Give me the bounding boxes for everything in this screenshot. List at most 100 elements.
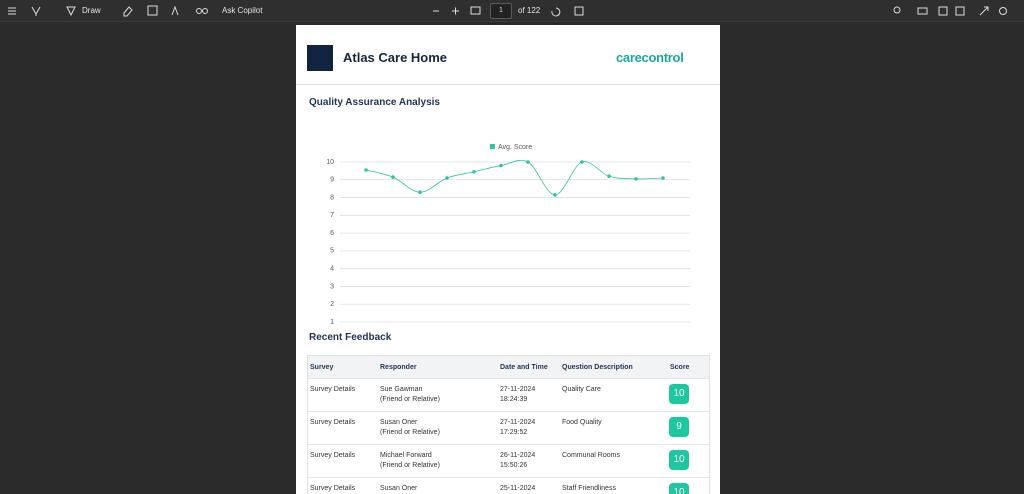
save-icon[interactable] — [938, 6, 948, 16]
brand-logo: carecontrol — [616, 50, 684, 65]
text-icon[interactable] — [147, 5, 158, 16]
responder: Susan Oner (Friend or Relative) — [380, 418, 440, 438]
survey-link[interactable]: Survey Details — [310, 419, 356, 426]
y-tick-label: 3 — [330, 283, 334, 290]
data-point — [472, 169, 476, 174]
y-tick-label: 7 — [330, 212, 334, 219]
legend-swatch — [490, 144, 495, 149]
home-logo — [307, 45, 333, 71]
responder: Michael Forward (Friend or Relative) — [380, 451, 440, 471]
data-point — [445, 176, 449, 180]
draw-icon[interactable] — [66, 6, 76, 17]
responder-name: Michael Forward — [380, 452, 432, 459]
read-aloud-icon[interactable] — [171, 5, 179, 16]
date: 25-11-2024 — [500, 485, 536, 492]
date: 26-11-2024 — [500, 452, 536, 459]
y-tick-label: 10 — [326, 159, 334, 166]
survey-link[interactable]: Survey Details — [310, 386, 356, 393]
rotate-icon[interactable] — [551, 7, 561, 17]
responder-role: (Friend or Relative) — [380, 429, 440, 436]
y-tick-label: 4 — [330, 266, 334, 273]
table-row: Survey Details Sue Gawman (Friend or Relat… — [308, 378, 709, 411]
score-badge: 9 — [669, 417, 689, 437]
data-point — [553, 193, 557, 197]
table-row: Survey Details Michael Forward (Friend or … — [308, 444, 709, 477]
draw-button[interactable]: Draw — [82, 6, 101, 15]
column-header: Survey — [310, 364, 334, 371]
question: Communal Rooms — [562, 452, 620, 459]
responder-role: (Friend or Relative) — [380, 396, 440, 403]
divider — [296, 84, 720, 85]
page-count: of 122 — [518, 6, 541, 15]
question: Food Quality — [562, 419, 602, 426]
data-point — [391, 175, 395, 179]
date: 27-11-2024 — [500, 419, 536, 426]
survey-link[interactable]: Survey Details — [310, 485, 356, 492]
column-header: Responder — [380, 364, 417, 371]
data-point — [526, 160, 530, 164]
column-header: Score — [670, 364, 690, 371]
y-tick-label: 9 — [330, 177, 334, 184]
copilot-icon[interactable] — [196, 8, 202, 14]
question: Quality Care — [562, 386, 601, 393]
survey-link[interactable]: Survey Details — [310, 452, 356, 459]
responder-name: Susan Oner — [380, 485, 418, 492]
time: 18:24:39 — [500, 396, 528, 403]
feedback-table: Survey Responder Date and Time Question Des… — [307, 355, 710, 494]
copilot-button[interactable]: Ask Copilot — [222, 6, 263, 15]
search-icon[interactable] — [893, 6, 901, 14]
responder-name: Sue Gawman — [380, 386, 423, 393]
save-as-icon[interactable] — [955, 6, 965, 16]
toolbar-icons — [8, 5, 1007, 17]
print-icon[interactable] — [917, 7, 928, 15]
chart-title: Quality Assurance Analysis — [309, 97, 440, 108]
copilot-icon-part — [202, 8, 208, 14]
table-row: Survey Details Susan Oner(Friend or Relat… — [308, 477, 709, 494]
document-page: Atlas Care Home carecontrol Quality Assu… — [296, 25, 720, 494]
y-tick-label: 1 — [330, 319, 334, 326]
section-title: Recent Feedback — [309, 332, 392, 343]
data-point — [364, 168, 368, 172]
date-time: 26-11-2024 15:50:26 — [500, 451, 535, 471]
y-tick-label: 6 — [330, 230, 334, 237]
time: 17:29:52 — [500, 429, 528, 436]
column-header: Date and Time — [500, 364, 548, 371]
fullscreen-icon[interactable] — [979, 6, 989, 16]
table-header: Survey Responder Date and Time Question Des… — [308, 356, 709, 378]
toolbar: Draw Ask Copilot 1 of 122 — [0, 0, 1024, 22]
erase-icon[interactable] — [123, 6, 133, 17]
responder: Sue Gawman (Friend or Relative) — [380, 385, 440, 405]
fit-icon[interactable] — [470, 6, 481, 15]
responder-name: Susan Oner — [380, 419, 418, 426]
data-point — [499, 163, 503, 168]
date-time: 27-11-2024 18:24:39 — [500, 385, 535, 405]
home-title: Atlas Care Home — [343, 50, 448, 65]
date: 27-11-2024 — [500, 386, 536, 393]
time: 15:50:26 — [500, 462, 528, 469]
y-tick-label: 5 — [330, 248, 334, 255]
column-header: Question Description — [562, 364, 633, 371]
question: Staff Friendliness — [562, 485, 616, 492]
date-time: 27-11-2024 17:29:52 — [500, 418, 535, 438]
score-badge: 10 — [669, 450, 689, 470]
data-point — [661, 176, 665, 180]
y-tick-label: 2 — [330, 301, 334, 308]
data-point — [580, 160, 584, 164]
data-point — [418, 190, 422, 195]
view-icon[interactable] — [574, 6, 584, 16]
page-input[interactable]: 1 — [490, 3, 512, 19]
zoom-in[interactable] — [452, 7, 459, 15]
data-point — [634, 177, 638, 181]
legend-label: Avg. Score — [498, 144, 532, 151]
highlight-icon[interactable] — [31, 6, 41, 16]
y-tick-label: 8 — [330, 194, 334, 201]
contents-icon[interactable] — [8, 7, 16, 15]
score-badge: 10 — [669, 483, 689, 494]
series-line — [365, 159, 664, 196]
settings-icon[interactable] — [999, 7, 1007, 15]
data-point — [607, 174, 611, 179]
score-badge: 10 — [669, 384, 689, 404]
chart: 12345678910Jan 24Mar 24May 24Jul 24Sep 2… — [326, 144, 690, 326]
